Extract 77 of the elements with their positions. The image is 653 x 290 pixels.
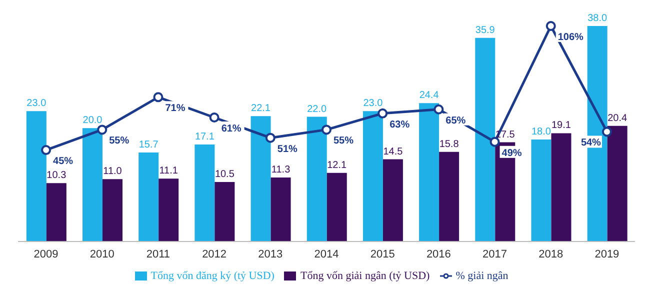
bar xyxy=(158,178,179,242)
data-label: 54% xyxy=(580,138,602,149)
bar xyxy=(382,159,403,242)
data-label: 38.0 xyxy=(588,13,608,24)
data-label: 55% xyxy=(109,136,130,147)
data-label: 10.5 xyxy=(214,168,235,180)
bar xyxy=(531,139,552,242)
data-label: 49% xyxy=(502,148,522,159)
x-tick-label: 2018 xyxy=(538,248,564,260)
bar xyxy=(607,126,628,242)
x-tick-label: 2014 xyxy=(314,248,339,260)
bar xyxy=(26,111,46,242)
data-label: 15.7 xyxy=(138,139,159,150)
x-tick-label: 2019 xyxy=(594,248,620,260)
bar xyxy=(82,128,103,242)
point xyxy=(153,92,164,102)
legend-label: Tổng vốn giải ngân (tỷ USD) xyxy=(300,270,430,282)
bar xyxy=(194,144,215,242)
data-label: 45% xyxy=(53,156,74,168)
legend-label: % giải ngân xyxy=(456,270,508,282)
bar xyxy=(475,38,496,242)
point xyxy=(546,21,556,31)
x-tick-label: 2015 xyxy=(370,248,395,260)
data-label: 61% xyxy=(221,124,242,134)
data-label: 51% xyxy=(277,144,298,155)
data-label: 65% xyxy=(446,115,466,126)
data-label: 23.0 xyxy=(363,98,384,110)
bar xyxy=(250,116,271,242)
data-label: 20.4 xyxy=(608,112,628,124)
bar xyxy=(214,182,235,242)
data-label: 14.5 xyxy=(383,146,404,158)
point xyxy=(378,108,388,118)
data-label: 10.3 xyxy=(46,170,67,182)
point xyxy=(322,124,332,135)
data-label: 22.0 xyxy=(307,104,328,115)
data-label: 63% xyxy=(390,119,410,130)
data-label: 11.0 xyxy=(103,166,122,178)
bar xyxy=(439,152,460,242)
point xyxy=(434,104,444,114)
x-tick-label: 2011 xyxy=(146,248,170,260)
bar xyxy=(551,133,572,242)
bar xyxy=(138,152,159,242)
data-label: 12.1 xyxy=(327,160,348,171)
data-label: 15.8 xyxy=(439,138,460,150)
data-label: 11.1 xyxy=(159,166,178,177)
data-label: 24.4 xyxy=(419,90,440,102)
bar xyxy=(270,177,291,242)
data-label: 11.3 xyxy=(271,164,291,176)
x-tick-label: 2013 xyxy=(258,248,283,260)
data-label: 22.1 xyxy=(251,103,271,114)
x-tick-label: 2010 xyxy=(90,248,114,260)
x-tick-label: 2017 xyxy=(482,248,508,260)
data-label: 35.9 xyxy=(475,24,496,36)
point xyxy=(41,145,52,156)
data-label: 106% xyxy=(558,32,584,43)
point xyxy=(209,112,220,122)
bar xyxy=(362,111,383,242)
point xyxy=(97,124,108,135)
data-label: 20.0 xyxy=(82,115,103,126)
point xyxy=(265,132,276,143)
x-tick-label: 2012 xyxy=(202,248,227,260)
bar xyxy=(326,172,347,242)
point xyxy=(602,126,612,137)
bar xyxy=(419,103,440,242)
data-label: 23.0 xyxy=(26,98,47,110)
data-label: 18.0 xyxy=(531,126,552,138)
data-label: 71% xyxy=(165,103,186,114)
bar xyxy=(306,116,327,242)
x-tick-label: 2016 xyxy=(426,248,451,260)
x-tick-label: 2009 xyxy=(34,248,58,260)
bar xyxy=(46,183,66,242)
point xyxy=(490,136,500,147)
data-label: 55% xyxy=(334,136,354,147)
data-label: 17.1 xyxy=(194,132,215,143)
bar xyxy=(102,179,123,242)
legend-label: Tổng vốn đăng ký (tỷ USD) xyxy=(150,270,274,282)
data-label: 19.1 xyxy=(551,120,572,132)
